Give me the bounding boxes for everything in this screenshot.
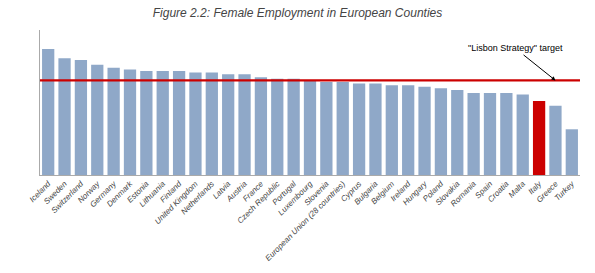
svg-text:Estonia: Estonia	[125, 179, 151, 205]
svg-text:Switzerland: Switzerland	[50, 179, 86, 215]
svg-text:Czech Republic: Czech Republic	[236, 179, 282, 225]
svg-text:Croatia: Croatia	[486, 179, 511, 204]
svg-text:Iceland: Iceland	[28, 179, 53, 204]
svg-text:Slovakia: Slovakia	[434, 179, 462, 207]
svg-text:Latvia: Latvia	[211, 179, 233, 201]
svg-text:Germany: Germany	[88, 179, 118, 209]
svg-text:United Kingdom: United Kingdom	[153, 179, 200, 226]
svg-text:"Lisbon Strategy" target: "Lisbon Strategy" target	[468, 43, 563, 53]
svg-text:Ireland: Ireland	[389, 179, 413, 203]
svg-text:Belgium: Belgium	[369, 179, 396, 206]
svg-text:Malta: Malta	[507, 179, 528, 200]
svg-text:Cyprus: Cyprus	[339, 179, 363, 203]
svg-text:Hungary: Hungary	[401, 179, 429, 207]
svg-text:Poland: Poland	[421, 179, 445, 203]
svg-text:Sweden: Sweden	[42, 179, 69, 206]
svg-text:Slovenia: Slovenia	[303, 179, 331, 207]
svg-text:Figure 2.2: Female Employment: Figure 2.2: Female Employment in Europea…	[153, 6, 442, 20]
svg-text:Spain: Spain	[473, 179, 494, 200]
svg-text:Norway: Norway	[76, 179, 102, 205]
svg-text:Denmark: Denmark	[105, 179, 135, 209]
svg-text:France: France	[241, 179, 265, 203]
svg-text:Austria: Austria	[224, 179, 249, 204]
svg-text:Luxembourg: Luxembourg	[276, 179, 314, 217]
svg-text:Netherlands: Netherlands	[179, 179, 216, 216]
svg-text:Finland: Finland	[158, 179, 183, 204]
svg-text:Greece: Greece	[535, 179, 560, 204]
svg-text:Romania: Romania	[449, 179, 478, 208]
svg-text:Portugal: Portugal	[270, 179, 298, 207]
svg-text:Italy: Italy	[527, 179, 544, 196]
svg-text:Lithuania: Lithuania	[138, 179, 168, 209]
svg-text:European Union (28 countries): European Union (28 countries)	[264, 179, 348, 263]
svg-text:Bulgaria: Bulgaria	[353, 179, 381, 207]
svg-text:Turkey: Turkey	[553, 179, 577, 203]
